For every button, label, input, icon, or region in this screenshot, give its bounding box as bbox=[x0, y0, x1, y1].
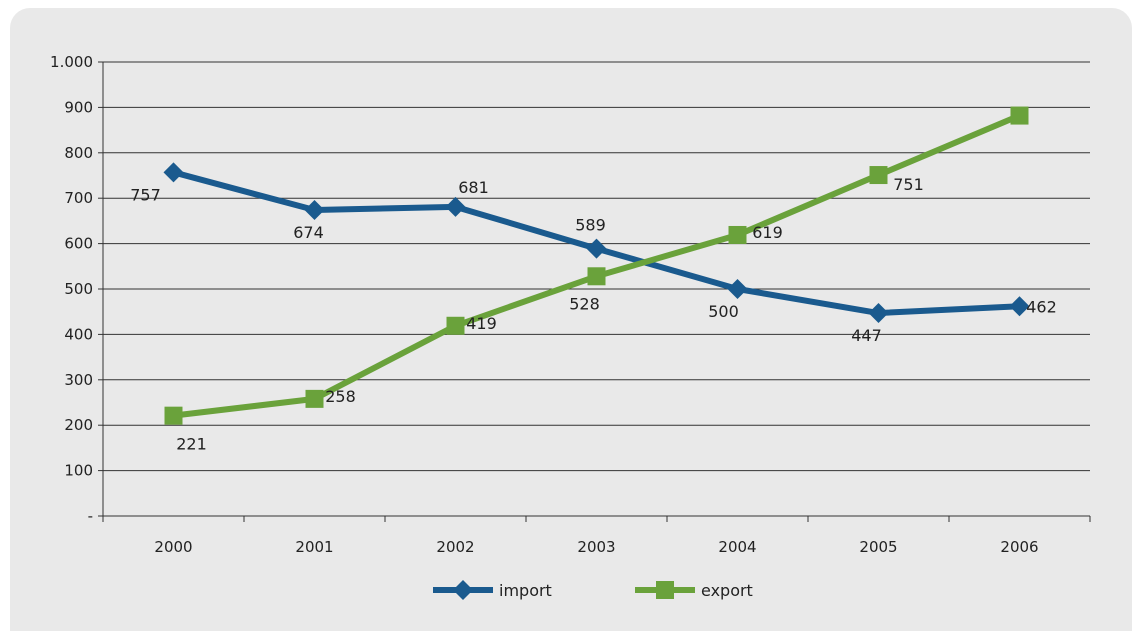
export-data-label: 528 bbox=[569, 294, 600, 313]
y-axis-tick-labels: - 100 200 300 400 500 600 700 800 900 1.000 bbox=[50, 53, 93, 525]
x-tick-label: 2000 bbox=[154, 538, 192, 556]
import-marker bbox=[163, 162, 184, 183]
y-tick-label: 300 bbox=[64, 371, 93, 389]
import-marker bbox=[586, 238, 607, 259]
export-data-label: 221 bbox=[176, 435, 207, 454]
import-marker bbox=[1009, 296, 1030, 317]
y-tick-label: 700 bbox=[64, 189, 93, 207]
import-data-label: 674 bbox=[293, 223, 324, 242]
chart-panel bbox=[10, 8, 1132, 631]
legend: import export bbox=[433, 580, 753, 600]
x-tick-label: 2003 bbox=[577, 538, 615, 556]
export-data-label: 258 bbox=[325, 387, 356, 406]
import-legend-marker bbox=[453, 580, 473, 600]
export-marker bbox=[164, 406, 183, 425]
import-data-label: 589 bbox=[575, 216, 606, 235]
series-markers bbox=[163, 106, 1030, 425]
y-tick-label: 800 bbox=[64, 144, 93, 162]
x-tick-label: 2004 bbox=[718, 538, 756, 556]
data-labels: 757 674 681 589 500 447 462 221 258 419 528 619 751 bbox=[130, 175, 1057, 454]
export-marker bbox=[869, 166, 888, 185]
export-marker bbox=[305, 389, 324, 408]
x-tick-label: 2005 bbox=[859, 538, 897, 556]
y-tick-label: 100 bbox=[64, 462, 93, 480]
export-series-line bbox=[173, 112, 1021, 419]
export-data-label: 619 bbox=[752, 223, 783, 242]
import-marker bbox=[304, 200, 325, 221]
export-legend-marker bbox=[656, 581, 674, 599]
export-marker bbox=[446, 316, 465, 335]
import-data-label: 681 bbox=[458, 178, 489, 197]
import-data-label: 500 bbox=[708, 302, 739, 321]
import-data-label: 757 bbox=[130, 185, 161, 204]
x-axis-tick-labels: 2000 2001 2002 2003 2004 2005 2006 bbox=[154, 538, 1038, 556]
y-tick-label: 200 bbox=[64, 416, 93, 434]
export-marker bbox=[587, 267, 606, 286]
export-data-label: 419 bbox=[466, 314, 497, 333]
axes bbox=[98, 61, 1091, 522]
y-tick-label: 500 bbox=[64, 280, 93, 298]
export-marker bbox=[1010, 106, 1029, 125]
import-marker bbox=[445, 196, 466, 217]
export-marker bbox=[728, 225, 747, 244]
export-legend-label: export bbox=[701, 581, 753, 600]
y-tick-label: - bbox=[88, 507, 93, 525]
y-tick-label: 400 bbox=[64, 325, 93, 343]
export-data-label: 751 bbox=[893, 175, 924, 194]
x-tick-label: 2002 bbox=[436, 538, 474, 556]
import-data-label: 462 bbox=[1026, 297, 1057, 316]
y-tick-label: 900 bbox=[64, 98, 93, 116]
series-lines bbox=[172, 112, 1021, 419]
import-data-label: 447 bbox=[851, 326, 882, 345]
x-tick-label: 2001 bbox=[295, 538, 333, 556]
import-legend-label: import bbox=[499, 581, 552, 600]
x-tick-label: 2006 bbox=[1000, 538, 1038, 556]
import-marker bbox=[868, 303, 889, 324]
y-tick-label: 1.000 bbox=[50, 53, 93, 71]
import-marker bbox=[727, 279, 748, 299]
y-tick-label: 600 bbox=[64, 235, 93, 253]
